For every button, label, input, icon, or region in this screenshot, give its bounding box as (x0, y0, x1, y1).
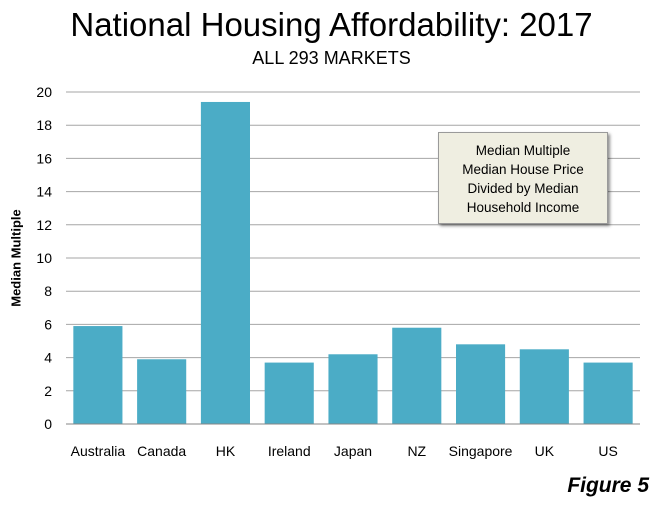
x-tick-label: Japan (334, 443, 372, 459)
y-tick-label: 16 (36, 150, 52, 166)
bar-singapore (456, 344, 506, 424)
bar-hk (200, 101, 250, 425)
x-tick-label: US (598, 443, 617, 459)
x-tick-label: Australia (71, 443, 126, 459)
y-tick-label: 10 (36, 250, 52, 266)
annotation-line: Household Income (466, 200, 580, 215)
y-tick-label: 2 (44, 383, 52, 399)
bar-nz (392, 327, 442, 424)
y-tick-label: 4 (44, 350, 52, 366)
y-tick-label: 12 (36, 217, 52, 233)
y-tick-labels: 0 2 4 6 8 10 12 14 16 18 20 (36, 84, 52, 432)
bar-ireland (264, 362, 314, 424)
annotation-line: Median House Price (462, 162, 584, 177)
x-tick-label: Ireland (268, 443, 311, 459)
chart-subtitle: ALL 293 MARKETS (252, 48, 411, 68)
bar-canada (137, 359, 187, 424)
x-tick-label: Singapore (449, 443, 513, 459)
figure-label: Figure 5 (567, 474, 649, 497)
x-tick-label: Canada (137, 443, 186, 459)
annotation-line: Divided by Median (467, 181, 579, 196)
x-tick-label: HK (216, 443, 236, 459)
chart-title: National Housing Affordability: 2017 (70, 6, 593, 43)
bar-uk (519, 349, 569, 424)
bar-us (583, 362, 633, 424)
bar-japan (328, 354, 378, 424)
y-tick-label: 18 (36, 117, 52, 133)
bars (73, 101, 633, 425)
annotation-line: Median Multiple (475, 143, 571, 158)
y-tick-label: 6 (44, 316, 52, 332)
x-tick-labels: Australia Canada HK Ireland Japan NZ Singapore… (71, 443, 618, 459)
y-tick-label: 8 (44, 283, 52, 299)
y-tick-label: 14 (36, 184, 52, 200)
x-tick-label: NZ (407, 443, 426, 459)
annotation-box: Median Multiple Median House Price Divid… (438, 132, 608, 224)
y-tick-label: 0 (44, 416, 52, 432)
y-tick-label: 20 (36, 84, 52, 100)
x-tick-label: UK (535, 443, 555, 459)
bar-australia (73, 326, 123, 424)
